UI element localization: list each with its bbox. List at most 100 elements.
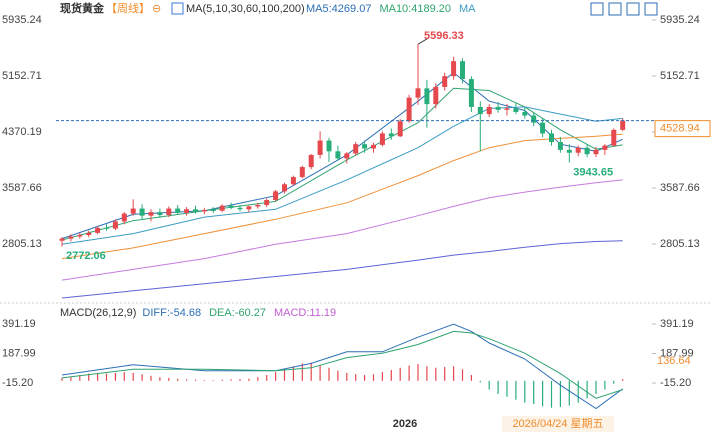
candle-body <box>557 142 563 150</box>
candle-body <box>308 154 314 168</box>
period: 【周线】 <box>106 1 150 15</box>
candle-body <box>255 204 261 207</box>
y-tick-label-right: -15.20 <box>660 377 691 389</box>
candle-body <box>59 238 65 241</box>
candle-body <box>210 209 216 211</box>
last-price-label: 4528.94 <box>660 123 700 135</box>
candle-body <box>166 208 172 215</box>
candle-body <box>335 151 341 159</box>
candle-body <box>477 106 483 115</box>
candle-body <box>460 61 465 80</box>
candle-body <box>388 133 394 137</box>
low-label: 3943.65 <box>573 166 613 178</box>
legend-entry: MA <box>459 3 476 15</box>
line <box>61 323 623 410</box>
candle-body <box>326 140 332 152</box>
toolbar <box>590 2 658 16</box>
candle-body <box>175 208 181 213</box>
y-tick-label-right: 5935.24 <box>660 14 700 26</box>
y-tick-label-right: 391.19 <box>660 318 694 330</box>
low-label: 2772.06 <box>66 250 106 262</box>
candle-body <box>495 106 501 110</box>
candle-body <box>540 122 546 134</box>
tool-button[interactable] <box>626 2 640 16</box>
candle-body <box>95 227 101 233</box>
candle-body <box>593 149 599 155</box>
y-tick-label-right: 5152.71 <box>660 70 700 82</box>
candle-body <box>549 133 554 143</box>
macd-marker: 136.64 <box>657 355 691 367</box>
tool-button[interactable] <box>608 2 622 16</box>
candle-body <box>264 199 270 205</box>
candle-body <box>273 191 279 200</box>
y-tick-label: 5935.24 <box>2 14 42 26</box>
candle-body <box>406 97 412 122</box>
candle-body <box>68 236 74 239</box>
high-pointer <box>417 37 429 45</box>
y-tick-label-right: 2805.13 <box>660 238 700 250</box>
collapse-icon[interactable]: ⊖ <box>152 3 161 15</box>
candle-body <box>486 106 492 115</box>
candle-body <box>433 86 439 105</box>
candle-body <box>353 144 359 154</box>
candle-body <box>379 133 385 145</box>
candle-body <box>371 144 376 149</box>
candle-body <box>246 206 252 210</box>
last-price-box <box>654 120 711 138</box>
high-label: 5596.33 <box>424 30 464 42</box>
candle-body <box>130 208 136 214</box>
candle-body <box>504 108 510 110</box>
indicator-icon[interactable] <box>171 2 184 15</box>
candle-body <box>121 213 127 222</box>
line <box>61 106 623 245</box>
candle-body <box>531 115 537 123</box>
candle-body <box>442 76 448 87</box>
tool-button[interactable] <box>590 2 604 16</box>
candle-body <box>584 147 590 155</box>
instrument: 现货黄金 <box>60 1 105 15</box>
line <box>61 240 623 299</box>
candle-body <box>362 144 368 149</box>
candle-body <box>566 149 572 153</box>
macd-legend: DIFF:-54.68 <box>142 307 201 319</box>
candle-body <box>219 205 225 211</box>
cursor-date-box <box>502 416 614 432</box>
candle-body <box>513 108 519 112</box>
y-tick-label: 4370.19 <box>2 126 42 138</box>
candle-body <box>602 145 608 150</box>
candle-body <box>77 235 83 237</box>
macd-title: MACD(26,12,9) <box>60 307 136 319</box>
legend-entry: MA10:4189.20 <box>379 3 451 15</box>
candle-body <box>282 184 287 192</box>
line <box>61 133 623 260</box>
line <box>61 87 623 241</box>
candle-body <box>522 111 528 116</box>
candle-body <box>112 221 118 229</box>
macd-legend: MACD:11.19 <box>274 307 336 319</box>
candle-body <box>148 212 154 216</box>
line <box>61 330 623 399</box>
y-tick-label-right: 187.99 <box>660 347 694 359</box>
y-tick-label: 2805.13 <box>2 238 42 250</box>
candle-body <box>299 167 305 178</box>
y-tick-label: 5152.71 <box>2 70 42 82</box>
candle-body <box>184 209 190 213</box>
candle-body <box>86 232 92 236</box>
candle-body <box>193 209 198 212</box>
line <box>61 71 623 240</box>
candle-body <box>228 205 234 208</box>
candle-body <box>201 209 207 212</box>
tool-button[interactable] <box>644 2 658 16</box>
line <box>61 179 623 281</box>
candle-body <box>415 88 421 98</box>
macd-legend: DEA:-60.27 <box>209 307 266 319</box>
y-tick-label: 187.99 <box>2 347 36 359</box>
candle-body <box>424 88 430 105</box>
ma-label: MA(5,10,30,60,100,200) <box>186 3 305 15</box>
candle-body <box>611 129 617 146</box>
y-tick-label: 391.19 <box>2 318 36 330</box>
candle-body <box>575 147 581 153</box>
y-tick-label-right: 3587.66 <box>660 182 700 194</box>
y-tick-label: 3587.66 <box>2 182 42 194</box>
